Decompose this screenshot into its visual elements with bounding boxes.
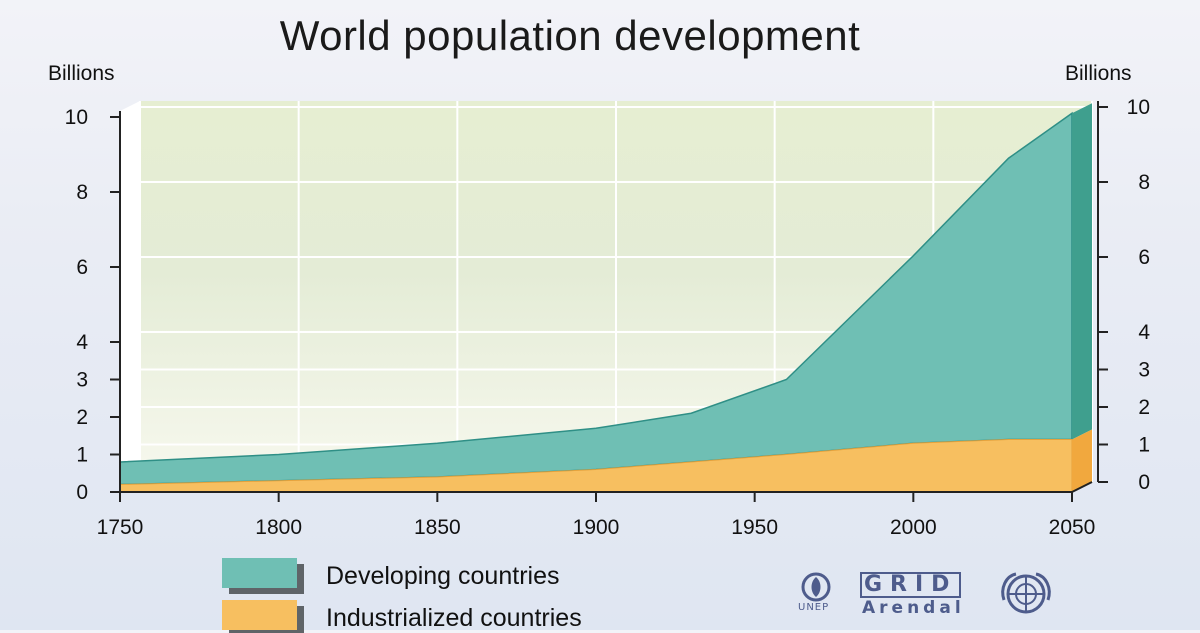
y-axis-label-left: Billions bbox=[48, 62, 115, 85]
arendal-text: Arendal bbox=[862, 598, 965, 618]
y-tick-label-left-10: 10 bbox=[65, 106, 88, 129]
un-globe-icon bbox=[1001, 572, 1051, 614]
y-tick-label-right-3: 3 bbox=[1138, 359, 1150, 382]
x-tick-label-1800: 1800 bbox=[255, 516, 302, 539]
y-tick-label-right-6: 6 bbox=[1138, 246, 1150, 269]
x-tick-label-1750: 1750 bbox=[97, 516, 144, 539]
y-tick-label-left-8: 8 bbox=[76, 181, 88, 204]
y-tick-label-right-4: 4 bbox=[1138, 321, 1150, 344]
y-tick-label-right-0: 0 bbox=[1138, 471, 1150, 494]
legend-swatch-developing bbox=[222, 558, 297, 588]
grid-text: GRID bbox=[860, 572, 962, 598]
depth-face-developing bbox=[1072, 103, 1092, 440]
legend-label-industrialized: Industrialized countries bbox=[326, 604, 582, 632]
y-tick-label-right-10: 10 bbox=[1127, 96, 1150, 119]
y-tick-label-right-8: 8 bbox=[1138, 171, 1150, 194]
y-axis-label-right: Billions bbox=[1065, 62, 1132, 85]
y-tick-label-left-2: 2 bbox=[76, 406, 88, 429]
x-tick-label-2050: 2050 bbox=[1049, 516, 1096, 539]
y-tick-label-right-2: 2 bbox=[1138, 396, 1150, 419]
depth-face-industrialized bbox=[1072, 429, 1092, 492]
y-tick-label-left-6: 6 bbox=[76, 256, 88, 279]
legend-swatch-industrialized bbox=[222, 600, 297, 630]
y-tick-label-left-1: 1 bbox=[76, 444, 88, 467]
x-tick-label-1850: 1850 bbox=[414, 516, 461, 539]
un-emblem-logo bbox=[996, 570, 1056, 620]
y-tick-label-left-4: 4 bbox=[76, 331, 88, 354]
left-side-wall bbox=[120, 101, 140, 492]
unep-text: UNEP bbox=[798, 602, 830, 613]
y-tick-label-right-1: 1 bbox=[1138, 434, 1150, 457]
unep-emblem-icon bbox=[801, 572, 831, 602]
x-tick-label-2000: 2000 bbox=[890, 516, 937, 539]
legend-label-developing: Developing countries bbox=[326, 562, 560, 590]
y-tick-label-left-0: 0 bbox=[76, 481, 88, 504]
unep-logo: UNEP bbox=[792, 572, 840, 616]
x-tick-label-1900: 1900 bbox=[573, 516, 620, 539]
x-axis-depth bbox=[1071, 481, 1093, 493]
grid-arendal-logo: GRID Arendal bbox=[856, 572, 986, 618]
y-tick-label-left-3: 3 bbox=[76, 369, 88, 392]
x-tick-label-1950: 1950 bbox=[731, 516, 778, 539]
chart-title: World population development bbox=[279, 12, 861, 59]
